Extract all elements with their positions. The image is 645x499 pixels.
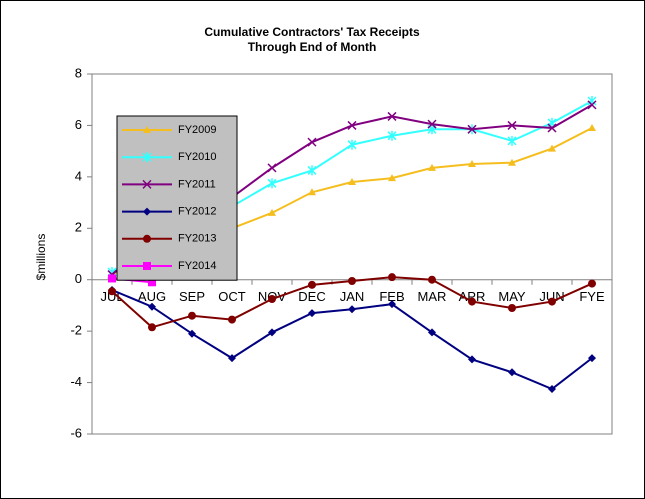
marker: [588, 124, 596, 131]
marker: [228, 315, 236, 324]
marker: [268, 208, 276, 216]
marker: [348, 277, 356, 285]
marker: [268, 328, 276, 337]
marker: [148, 302, 156, 311]
marker: [507, 120, 517, 130]
marker: [148, 323, 156, 332]
y-tick-label: 2: [75, 220, 82, 235]
marker: [428, 328, 436, 337]
plot-area: [91, 73, 613, 435]
marker: [428, 163, 436, 171]
chart-title: Cumulative Contractors' Tax Receipts: [204, 25, 420, 39]
marker: [308, 188, 316, 196]
marker: [468, 355, 476, 364]
legend-label: FY2013: [178, 233, 217, 245]
marker: [468, 160, 476, 167]
marker: [508, 304, 516, 312]
marker: [347, 139, 357, 150]
x-tick-label: OCT: [218, 289, 246, 304]
x-tick-label: AUG: [138, 289, 166, 304]
x-tick-label: JUN: [539, 289, 564, 304]
marker: [548, 385, 556, 393]
legend-label: FY2010: [178, 151, 217, 163]
marker: [143, 126, 151, 133]
marker: [308, 309, 316, 318]
marker: [388, 300, 396, 309]
marker: [548, 297, 556, 306]
y-tick-label: 8: [75, 65, 82, 80]
marker: [508, 368, 516, 377]
marker: [142, 179, 152, 189]
marker: [348, 178, 356, 185]
x-tick-label: APR: [459, 289, 486, 304]
y-tick-label: -4: [70, 374, 82, 389]
marker: [387, 111, 397, 121]
x-tick-label: FEB: [379, 289, 404, 304]
marker: [548, 144, 556, 152]
marker: [387, 130, 397, 141]
marker: [188, 311, 196, 320]
marker: [108, 274, 116, 283]
y-tick-label: 0: [75, 271, 82, 286]
marker: [267, 178, 277, 189]
marker: [348, 305, 356, 314]
marker: [507, 135, 517, 146]
y-axis-label: $millions: [34, 234, 48, 281]
marker: [388, 174, 396, 182]
x-tick-label: MAR: [418, 289, 447, 304]
legend-label: FY2009: [178, 124, 217, 136]
marker: [427, 119, 437, 129]
marker: [267, 163, 277, 173]
marker: [308, 280, 316, 289]
marker: [467, 124, 477, 134]
marker: [347, 120, 357, 130]
legend-box: [116, 115, 238, 281]
marker: [228, 354, 236, 363]
legend-label: FY2011: [178, 178, 216, 190]
x-tick-label: JAN: [340, 289, 365, 304]
marker: [188, 329, 196, 338]
marker: [142, 152, 152, 163]
x-tick-label: FYE: [579, 289, 605, 304]
marker: [547, 123, 557, 133]
y-tick-label: -6: [70, 425, 82, 440]
legend: FY2009 FY2010 FY2011 FY2012 FY2013 FY2014: [116, 115, 238, 281]
marker: [108, 287, 116, 296]
marker: [143, 262, 151, 270]
chart-title: Through End of Month: [248, 40, 377, 54]
x-tick-label: SEP: [179, 289, 205, 304]
marker: [143, 234, 151, 243]
marker: [143, 207, 151, 216]
y-tick-label: 6: [75, 117, 82, 132]
marker: [148, 278, 156, 287]
marker: [307, 137, 317, 147]
marker: [588, 279, 596, 288]
marker: [428, 275, 436, 284]
marker: [587, 100, 597, 110]
marker: [307, 165, 317, 176]
y-tick-label: 4: [75, 168, 82, 183]
y-tick-label: -2: [70, 323, 82, 338]
marker: [588, 354, 596, 363]
x-tick-label: MAY: [498, 289, 526, 304]
marker: [468, 297, 476, 306]
marker: [508, 158, 516, 166]
legend-label: FY2014: [178, 260, 217, 272]
legend-label: FY2012: [178, 206, 217, 218]
x-tick-label: DEC: [298, 289, 325, 304]
marker: [268, 295, 276, 303]
marker: [388, 273, 396, 282]
